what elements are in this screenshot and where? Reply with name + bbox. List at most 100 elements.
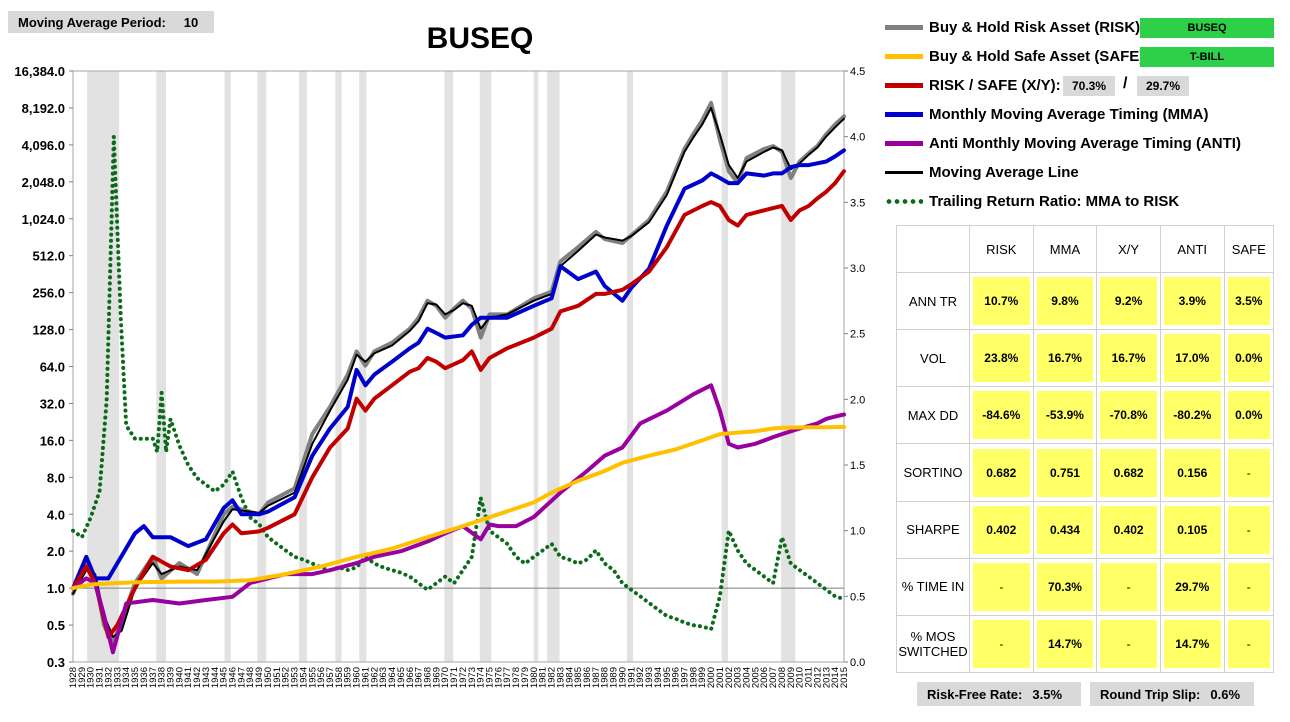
x-tick-label: 1931	[95, 667, 106, 688]
stats-row: VOL 23.8% 16.7% 16.7% 17.0% 0.0%	[896, 329, 1275, 388]
stats-cell-xy: 16.7%	[1096, 329, 1161, 388]
safe-asset-name[interactable]: T-BILL	[1140, 47, 1274, 67]
series-line	[71, 169, 846, 639]
x-tick-label: 1970	[440, 667, 451, 688]
y2-tick-label: 4.5	[850, 66, 865, 78]
round-trip-slip: Round Trip Slip: 0.6%	[1090, 682, 1254, 706]
series-line	[71, 383, 846, 655]
stats-value: 14.7%	[1163, 619, 1221, 668]
stats-value: 10.7%	[973, 277, 1030, 326]
stats-col-xy: X/Y	[1096, 224, 1161, 274]
stats-cell-anti: 3.9%	[1159, 272, 1225, 331]
x-tick-label: 1933	[112, 667, 123, 688]
legend-swatch-xy	[885, 82, 923, 88]
x-tick-label: 1940	[174, 667, 185, 688]
y2-tick-label: 1.5	[850, 460, 865, 472]
stats-cell-mma: 9.8%	[1032, 272, 1098, 331]
x-tick-label: 1986	[582, 667, 593, 688]
stats-value: 0.682	[973, 448, 1030, 497]
stats-cell-safe: -	[1223, 500, 1275, 559]
x-tick-label: 1928	[68, 667, 79, 688]
stats-value: 0.0%	[1227, 334, 1270, 383]
stats-value: -	[973, 619, 1030, 668]
ma-period-box: Moving Average Period: 10	[8, 11, 214, 33]
x-tick-label: 1992	[635, 667, 646, 688]
x-tick-label: 1947	[236, 667, 247, 688]
x-tick-label: 1943	[201, 667, 212, 688]
stats-cell-safe: 0.0%	[1223, 329, 1275, 388]
stats-value: -70.8%	[1100, 391, 1157, 440]
stats-value: 16.7%	[1100, 334, 1157, 383]
x-tick-label: 2008	[777, 667, 788, 688]
stats-cell-safe: 3.5%	[1223, 272, 1275, 331]
stats-value: -53.9%	[1036, 391, 1094, 440]
stats-cell-xy: 9.2%	[1096, 272, 1161, 331]
x-tick-label: 1946	[228, 667, 239, 688]
stats-value: -	[1227, 619, 1270, 668]
ratio-y-value[interactable]: 29.7%	[1137, 76, 1189, 96]
y-tick-label: 8.0	[47, 470, 65, 485]
stats-value: 0.105	[1163, 505, 1221, 554]
ma-period-value[interactable]: 10	[183, 14, 199, 30]
ratio-x-value[interactable]: 70.3%	[1063, 76, 1115, 96]
x-tick-label: 1959	[343, 667, 354, 688]
x-tick-label: 2015	[839, 667, 850, 688]
x-tick-label: 1985	[573, 667, 584, 688]
slip-value[interactable]: 0.6%	[1210, 686, 1241, 702]
y-tick-label: 64.0	[40, 360, 65, 375]
risk-asset-name[interactable]: BUSEQ	[1140, 18, 1274, 38]
x-tick-label: 2009	[786, 667, 797, 688]
x-tick-label: 1991	[626, 667, 637, 688]
stats-value: 3.9%	[1163, 277, 1221, 326]
y-tick-label: 0.5	[47, 618, 65, 633]
stats-cell-anti: 14.7%	[1159, 614, 1225, 674]
y-tick-label: 1.0	[47, 581, 65, 596]
legend-item-xy: RISK / SAFE (X/Y):	[885, 72, 1061, 98]
recession-band	[721, 71, 728, 662]
stats-col-mma: MMA	[1032, 224, 1098, 274]
x-tick-label: 1957	[325, 667, 336, 688]
y-tick-label: 128.0	[32, 323, 65, 338]
stats-cell-xy: -	[1096, 614, 1161, 674]
stats-cell-anti: 0.105	[1159, 500, 1225, 559]
legend-label-ma-line: Moving Average Line	[929, 163, 1079, 181]
recession-band	[547, 71, 560, 662]
y-tick-label: 16,384.0	[14, 64, 65, 79]
x-tick-label: 1932	[103, 667, 114, 688]
legend-label-ratio: Trailing Return Ratio: MMA to RISK	[929, 192, 1180, 210]
series-line	[71, 148, 846, 591]
x-tick-label: 1969	[431, 667, 442, 688]
stats-value: 9.2%	[1100, 277, 1157, 326]
x-tick-label: 2006	[759, 667, 770, 688]
stats-cell-safe: -	[1223, 443, 1275, 502]
x-tick-label: 1949	[254, 667, 265, 688]
stats-value: 29.7%	[1163, 562, 1221, 611]
stats-cell-risk: 0.682	[969, 443, 1034, 502]
recession-band	[224, 71, 231, 662]
legend-label-anti: Anti Monthly Moving Average Timing (ANTI…	[929, 134, 1241, 152]
x-tick-label: 1973	[467, 667, 478, 688]
x-tick-label: 2000	[706, 667, 717, 688]
stats-cell-risk: 23.8%	[969, 329, 1034, 388]
x-tick-label: 1954	[298, 667, 309, 688]
risk-free-value[interactable]: 3.5%	[1032, 686, 1063, 702]
x-tick-label: 1941	[183, 667, 194, 688]
x-tick-label: 1998	[688, 667, 699, 688]
stats-row: MAX DD -84.6% -53.9% -70.8% -80.2% 0.0%	[896, 386, 1275, 445]
x-tick-label: 1945	[219, 667, 230, 688]
x-tick-label: 1972	[458, 667, 469, 688]
stats-value: 17.0%	[1163, 334, 1221, 383]
recession-band	[781, 71, 796, 662]
series-line	[71, 134, 846, 632]
x-tick-label: 1979	[520, 667, 531, 688]
x-tick-label: 1988	[600, 667, 611, 688]
y2-tick-label: 0.0	[850, 657, 865, 669]
x-tick-label: 1968	[422, 667, 433, 688]
y-tick-label: 32.0	[40, 396, 65, 411]
x-tick-label: 2010	[795, 667, 806, 688]
x-tick-label: 1993	[644, 667, 655, 688]
y-tick-label: 512.0	[32, 249, 65, 264]
recession-band	[87, 71, 120, 662]
stats-row-label: MAX DD	[896, 386, 970, 445]
y2-tick-label: 1.0	[850, 526, 865, 538]
